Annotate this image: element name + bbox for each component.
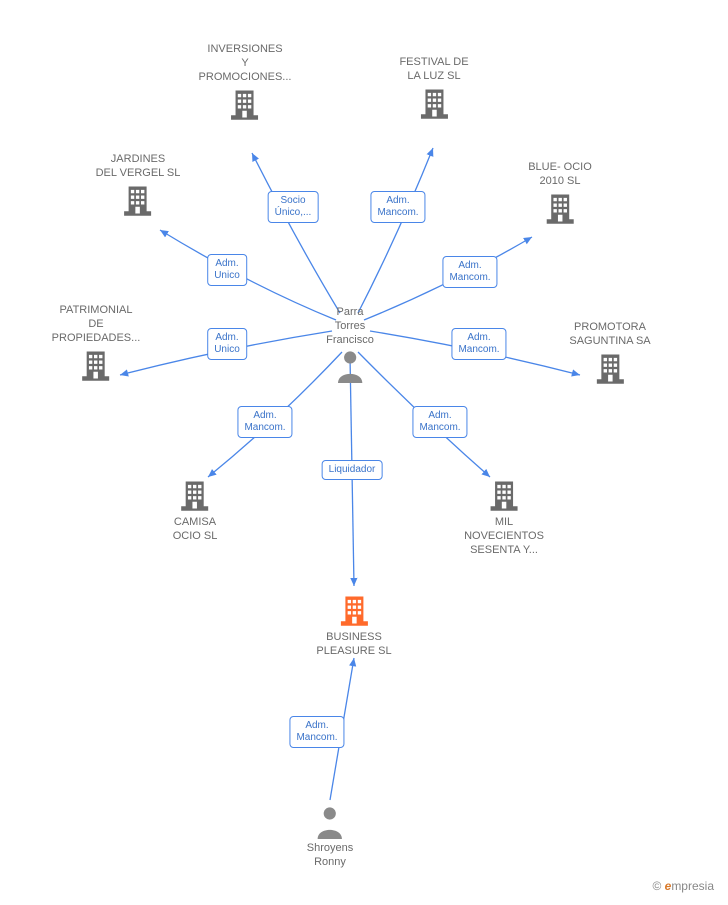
building-icon — [52, 347, 141, 383]
node-label: PROMOTORASAGUNTINA SA — [569, 320, 650, 348]
node-label: JARDINESDEL VERGEL SL — [96, 152, 181, 180]
edge-label[interactable]: Adm.Mancom. — [289, 716, 344, 748]
edge-label[interactable]: Adm.Mancom. — [442, 256, 497, 288]
person-icon — [307, 805, 353, 839]
node-label: ParraTorresFrancisco — [326, 305, 374, 347]
edge-parra-inversiones — [252, 153, 340, 313]
node-label: FESTIVAL DELA LUZ SL — [399, 55, 468, 83]
building-icon — [399, 85, 468, 121]
node-business[interactable]: BUSINESSPLEASURE SL — [316, 590, 391, 658]
copyright-symbol: © — [652, 879, 661, 893]
building-icon — [528, 190, 592, 226]
building-icon — [199, 86, 292, 122]
brand-rest: mpresia — [671, 879, 714, 893]
building-icon — [464, 477, 544, 513]
building-icon — [96, 182, 181, 218]
building-icon — [569, 350, 650, 386]
node-shroyens[interactable]: ShroyensRonny — [307, 803, 353, 869]
node-label: BLUE- OCIO2010 SL — [528, 160, 592, 188]
edge-label[interactable]: SocioÚnico,... — [268, 191, 319, 223]
building-icon — [173, 477, 218, 513]
edges-layer — [0, 0, 728, 905]
node-label: CAMISAOCIO SL — [173, 515, 218, 543]
node-parra[interactable]: ParraTorresFrancisco — [326, 305, 374, 385]
node-promotora[interactable]: PROMOTORASAGUNTINA SA — [569, 320, 650, 388]
network-diagram: { "canvas": { "width": 728, "height": 90… — [0, 0, 728, 905]
node-label: MILNOVECIENTOSSESENTA Y... — [464, 515, 544, 557]
node-blue[interactable]: BLUE- OCIO2010 SL — [528, 160, 592, 228]
node-camisa[interactable]: CAMISAOCIO SL — [173, 475, 218, 543]
edge-label[interactable]: Adm.Unico — [207, 254, 247, 286]
node-label: BUSINESSPLEASURE SL — [316, 630, 391, 658]
node-inversiones[interactable]: INVERSIONESYPROMOCIONES... — [199, 42, 292, 124]
node-label: PATRIMONIALDEPROPIEDADES... — [52, 303, 141, 345]
building-icon — [316, 592, 391, 628]
node-jardines[interactable]: JARDINESDEL VERGEL SL — [96, 152, 181, 220]
node-label: ShroyensRonny — [307, 841, 353, 869]
edge-label[interactable]: Adm.Mancom. — [237, 406, 292, 438]
edge-label[interactable]: Adm.Mancom. — [370, 191, 425, 223]
edge-parra-festival — [358, 148, 433, 313]
edge-label[interactable]: Adm.Mancom. — [412, 406, 467, 438]
node-patrimonial[interactable]: PATRIMONIALDEPROPIEDADES... — [52, 303, 141, 385]
edge-label[interactable]: Adm.Unico — [207, 328, 247, 360]
watermark: © empresia — [652, 879, 714, 893]
edge-label[interactable]: Adm.Mancom. — [451, 328, 506, 360]
person-icon — [326, 349, 374, 383]
edge-parra-jardines — [160, 230, 336, 320]
node-mil[interactable]: MILNOVECIENTOSSESENTA Y... — [464, 475, 544, 557]
node-festival[interactable]: FESTIVAL DELA LUZ SL — [399, 55, 468, 123]
node-label: INVERSIONESYPROMOCIONES... — [199, 42, 292, 84]
edge-label[interactable]: Liquidador — [322, 460, 383, 480]
